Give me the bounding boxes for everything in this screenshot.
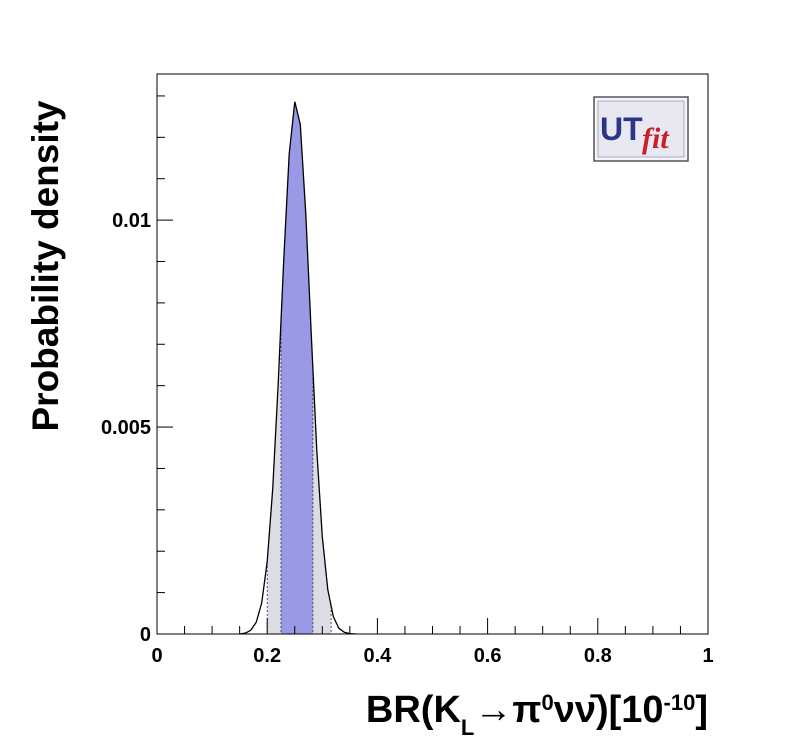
y-axis-label: Probability density (25, 100, 66, 431)
logo-text: UT (600, 111, 643, 147)
x-tick-label: 0.4 (363, 645, 392, 667)
y-tick-label: 0.01 (112, 210, 151, 232)
density-curve (239, 101, 356, 635)
y-tick-label: 0.005 (101, 417, 151, 439)
x-tick-label: 0.8 (584, 645, 612, 667)
x-axis-label: BR(KL→π0νν̄)[10-10] (366, 689, 708, 740)
x-axis-label-part: BR(K (366, 689, 462, 731)
x-axis-label-part: 0 (541, 690, 553, 715)
x-tick-label: 0 (151, 645, 162, 667)
x-tick-label: 0.2 (253, 645, 281, 667)
x-axis-label-part: ] (695, 689, 708, 731)
x-axis-label-part: L (461, 715, 474, 740)
interval-band (280, 101, 313, 634)
logo-text: fit (642, 122, 670, 155)
x-axis-label-part: →π (474, 689, 541, 731)
x-tick-label: 1 (702, 645, 713, 667)
x-tick-label: 0.6 (474, 645, 502, 667)
logo: UT fit (593, 96, 689, 162)
y-tick-label: 0 (140, 624, 151, 646)
x-axis-label-part: -10 (664, 690, 696, 715)
x-axis-label-part: νν̄)[10 (554, 689, 664, 731)
